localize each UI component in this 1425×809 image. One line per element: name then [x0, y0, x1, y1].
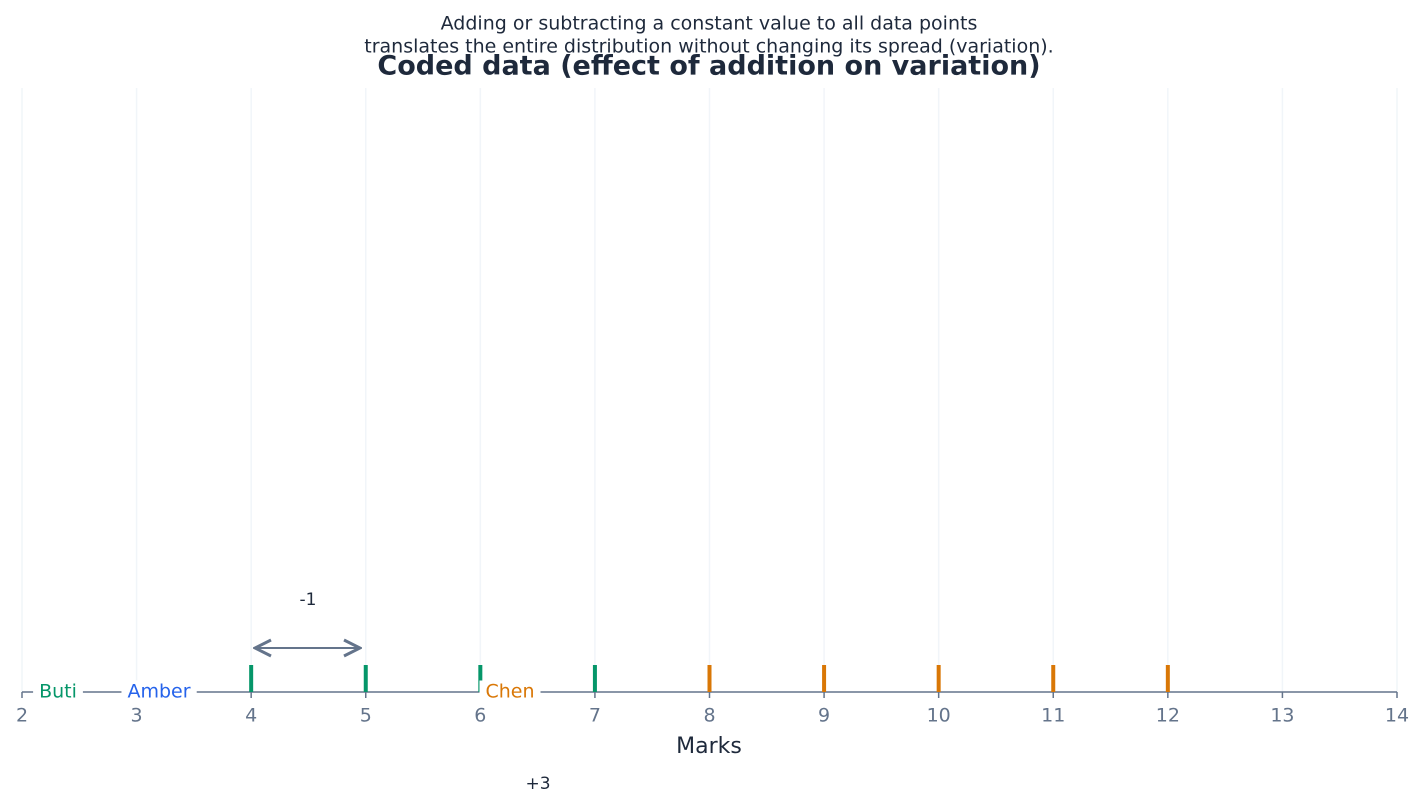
annotation: +3: [525, 774, 550, 794]
x-tick-label: 5: [360, 705, 372, 727]
label-background: [121, 680, 197, 703]
x-tick-label: 4: [245, 705, 257, 727]
x-tick-label: 13: [1270, 705, 1294, 727]
x-tick-label: 12: [1156, 705, 1180, 727]
series-label: Amber: [127, 681, 190, 703]
series-label: Chen: [485, 681, 534, 703]
x-tick-label: 11: [1041, 705, 1065, 727]
x-tick-label: 14: [1385, 705, 1409, 727]
x-tick-label: 6: [474, 705, 486, 727]
x-tick-label: 3: [131, 705, 143, 727]
annotation: -1: [300, 590, 317, 610]
chart-title: Coded data (effect of addition on variat…: [377, 51, 1040, 82]
x-tick-label: 8: [703, 705, 715, 727]
x-tick-label: 10: [927, 705, 951, 727]
x-tick-label: 9: [818, 705, 830, 727]
subtitle: Adding or subtracting a constant value t…: [441, 13, 978, 35]
label-background: [33, 680, 83, 703]
x-axis-label: Marks: [676, 734, 742, 759]
x-tick-label: 2: [16, 705, 28, 727]
series-label: Buti: [39, 681, 77, 703]
subtitle: translates the entire distribution witho…: [364, 36, 1053, 58]
label-background: [479, 680, 541, 703]
x-tick-label: 7: [589, 705, 601, 727]
